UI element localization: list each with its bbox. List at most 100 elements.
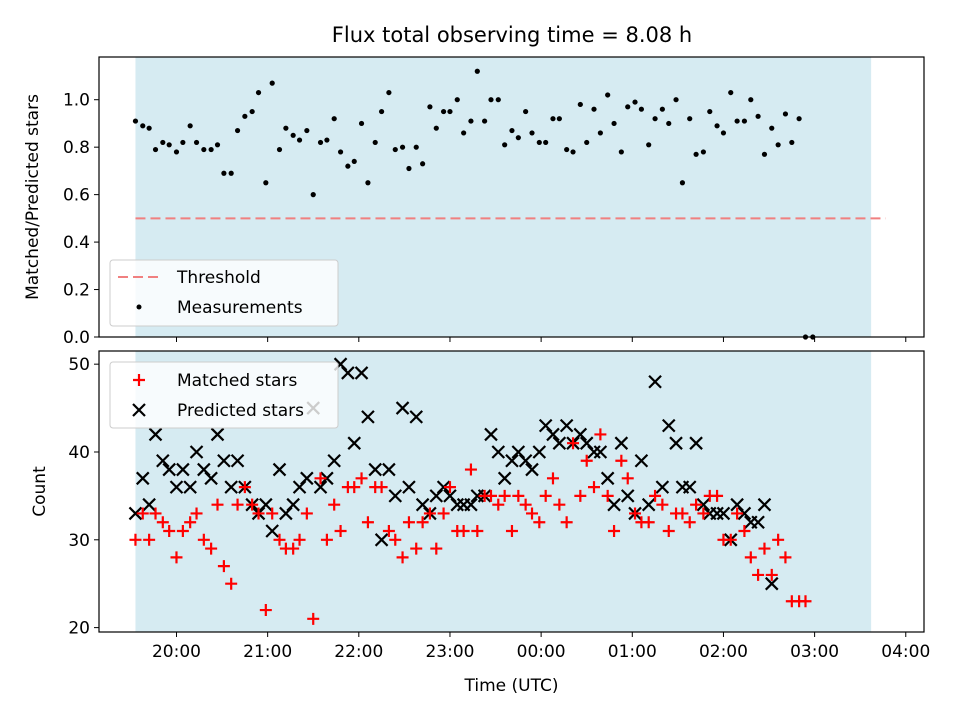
measurement-point (646, 142, 652, 148)
ratio-panel: 0.0 0.2 0.4 0.6 0.8 1.0 Matched/Predicted sta… (23, 56, 925, 348)
matched-star-point (396, 551, 409, 564)
matched-star-point (533, 516, 546, 529)
matched-star-point (588, 481, 600, 494)
predicted-star-point (327, 453, 341, 468)
count-panel: 20 30 40 50 20:00 21:00 22:00 23:00 00:00 01:00 0… (30, 350, 930, 696)
measurement-point (378, 108, 385, 115)
predicted-star-point (532, 445, 547, 459)
measurement-point (529, 130, 535, 136)
predicted-star-point (450, 497, 465, 512)
predicted-star-point (382, 462, 396, 477)
measurement-point (502, 142, 508, 148)
matched-star-point (402, 516, 415, 529)
predicted-star-point (374, 533, 389, 547)
measurement-point (290, 132, 296, 138)
matched-star-point (492, 498, 505, 511)
measurement-point (461, 130, 467, 136)
measurement-point (769, 125, 775, 131)
measurement-point (255, 89, 262, 96)
matched-star-point (553, 498, 566, 511)
matched-star-point (711, 489, 724, 502)
predicted-star-point (368, 462, 382, 477)
measurement-point (482, 118, 488, 124)
predicted-star-point (347, 436, 362, 450)
measurement-point (152, 146, 159, 153)
measurement-point (515, 135, 521, 141)
measurement-point (536, 139, 542, 146)
predicted-star-point (162, 462, 176, 477)
measurement-point (495, 97, 501, 103)
matched-star-point (526, 507, 539, 520)
predicted-star-point (710, 506, 724, 521)
predicted-star-point (176, 462, 190, 477)
matched-star-point (389, 533, 402, 546)
measurement-point (618, 149, 624, 155)
matched-star-point (190, 507, 203, 520)
measurement-point (632, 99, 638, 105)
matched-star-point (512, 489, 525, 502)
matched-star-point (629, 507, 642, 520)
predicted-star-point (272, 462, 287, 477)
matched-star-point (163, 525, 176, 538)
matched-star-point (136, 507, 149, 520)
predicted-star-point (395, 401, 410, 415)
matched-star-point (231, 498, 244, 511)
measurement-point (693, 151, 699, 157)
chart-title: Flux total observing time = 8.08 h (332, 23, 692, 47)
predicted-star-point (518, 453, 533, 468)
predicted-star-point (607, 497, 621, 512)
ratio-y-tick-label: 0.8 (63, 138, 90, 158)
x-axis-label: Time (UTC) (464, 676, 559, 696)
measurement-point (605, 92, 611, 98)
measurement-point (700, 149, 706, 155)
matched-star-point (307, 612, 320, 625)
ratio-panel-frame (98, 56, 925, 338)
matched-star-point (505, 525, 518, 538)
count-x-tick-label: 20:00 (152, 642, 201, 662)
predicted-star-point (716, 506, 731, 521)
matched-star-point (334, 525, 347, 538)
matched-star-point (293, 533, 306, 546)
matched-star-point (170, 551, 183, 564)
predicted-star-point (491, 445, 506, 459)
legend-threshold-label: Threshold (176, 268, 261, 288)
measurement-point (454, 97, 460, 103)
legend-matched-label: Matched stars (177, 371, 297, 391)
matched-star-point (608, 525, 621, 538)
measurement-point (228, 170, 234, 176)
measurement-point (468, 118, 474, 124)
measurement-point (652, 116, 658, 122)
ratio-y-ticks: 0.0 0.2 0.4 0.6 0.8 1.0 (63, 91, 99, 348)
matched-star-point (382, 525, 395, 538)
measurement-point (351, 158, 357, 165)
predicted-star-point (614, 436, 629, 450)
predicted-star-point (689, 436, 703, 450)
measurement-point (509, 127, 515, 134)
matched-star-point (615, 454, 628, 467)
measurement-point (365, 180, 371, 186)
legend-predicted-label: Predicted stars (177, 401, 304, 421)
predicted-star-point (224, 480, 238, 494)
predicted-star-point (204, 471, 218, 486)
measurement-point (741, 118, 748, 124)
ratio-y-tick-label: 0.0 (63, 328, 90, 348)
predicted-star-point (148, 427, 163, 442)
count-x-tick-label: 23:00 (425, 642, 474, 662)
predicted-star-point (484, 427, 498, 442)
measurement-point (488, 97, 494, 103)
predicted-star-point (135, 471, 150, 486)
measurement-point (611, 120, 617, 127)
measurement-point (304, 127, 310, 134)
ratio-y-tick-label: 0.2 (63, 281, 90, 301)
matched-star-point (437, 507, 450, 520)
matched-star-point (410, 542, 423, 555)
matched-star-point (266, 507, 279, 520)
matched-star-point (375, 481, 388, 494)
measurement-point (140, 123, 146, 129)
matched-star-point (355, 472, 368, 485)
predicted-star-point (641, 497, 656, 512)
matched-star-point (560, 516, 573, 529)
matched-star-point (300, 507, 313, 520)
matched-star-point (683, 516, 696, 529)
count-x-ticks: 20:00 21:00 22:00 23:00 00:00 01:00 02:00 03:00… (152, 632, 930, 662)
